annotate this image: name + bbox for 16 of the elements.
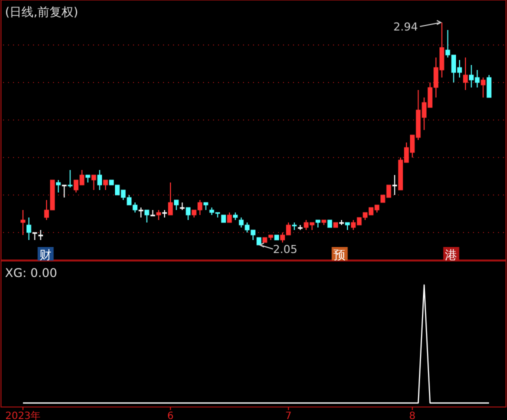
x-tick-label: 6: [167, 411, 174, 420]
annotation: 预: [334, 248, 346, 262]
chart-title: (日线,前复权): [5, 5, 78, 19]
candlestick: [20, 210, 26, 236]
chart-title: XG: 0.00: [5, 266, 58, 280]
candlestick: [392, 174, 397, 196]
candlestick: [97, 170, 102, 190]
annotation: 2.05: [272, 243, 298, 256]
candlestick: [463, 57, 468, 90]
candlestick: [26, 217, 32, 240]
annotation: 港: [445, 248, 458, 262]
x-tick-label: 7: [285, 411, 292, 420]
annotation: 财: [40, 248, 52, 262]
annotation: 2.94: [393, 20, 418, 34]
x-tick-label: 8: [409, 411, 416, 420]
x-tick-label: 2023年: [5, 410, 41, 420]
